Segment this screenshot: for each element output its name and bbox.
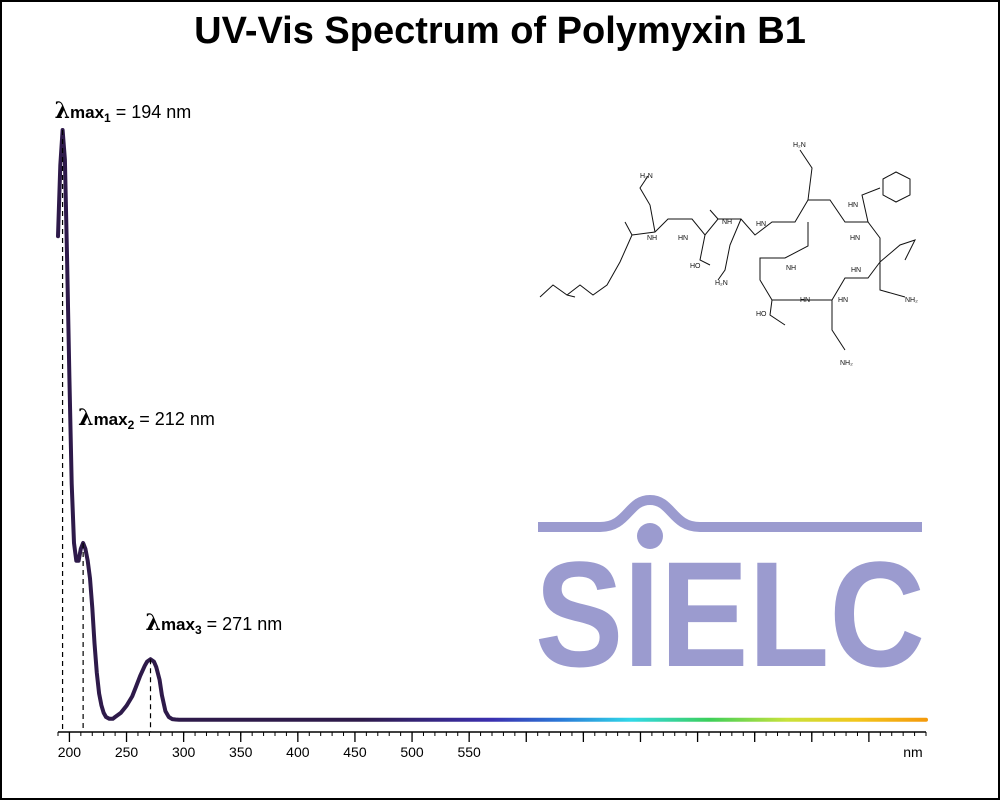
svg-text:NH: NH	[647, 235, 657, 242]
page-title: UV-Vis Spectrum of Polymyxin B1	[194, 10, 806, 52]
svg-text:HO: HO	[756, 311, 767, 318]
svg-text:HN: HN	[850, 235, 860, 242]
x-tick-label: 500	[400, 744, 424, 760]
x-axis-unit-label: nm	[903, 744, 922, 760]
svg-text:HN: HN	[678, 235, 688, 242]
x-tick-label: 300	[172, 744, 196, 760]
svg-text:NH₂: NH₂	[905, 297, 918, 304]
peak-label: λmax3 = 271 nm	[146, 610, 283, 637]
logo-text: SIELC	[535, 530, 925, 698]
x-tick-label: 200	[58, 744, 82, 760]
logo-wave	[538, 494, 922, 532]
spectrum-line	[56, 128, 928, 722]
svg-text:HN: HN	[800, 297, 810, 304]
sielc-logo: SIELC	[535, 494, 925, 698]
svg-text:HN: HN	[851, 267, 861, 274]
logo-dot	[637, 523, 663, 549]
svg-text:NH₂: NH₂	[840, 360, 853, 367]
svg-text:HO: HO	[690, 263, 701, 270]
svg-text:HN: HN	[838, 297, 848, 304]
x-tick-label: 550	[457, 744, 481, 760]
svg-text:HN: HN	[756, 221, 766, 228]
peak-label: λmax2 = 212 nm	[78, 405, 215, 432]
plot-area: 200 250 300 350 400 450 500 550 nm λmax1 = 194 nm λ…	[55, 98, 928, 760]
molecule-labels: H₂N H₂N NH HN NH HN HO H₂N NH HN HN HN N…	[640, 142, 918, 367]
x-tick-label: 450	[343, 744, 367, 760]
svg-text:HN: HN	[848, 202, 858, 209]
molecule-structure	[539, 149, 916, 351]
peak-label: λmax1 = 194 nm	[55, 98, 192, 125]
svg-text:H₂N: H₂N	[715, 280, 728, 287]
svg-text:NH: NH	[786, 265, 796, 272]
x-tick-label: 400	[286, 744, 310, 760]
svg-text:NH: NH	[722, 219, 732, 226]
svg-text:H₂N: H₂N	[640, 173, 653, 180]
x-tick-label: 350	[229, 744, 253, 760]
svg-text:H₂N: H₂N	[793, 142, 806, 149]
x-tick-label: 250	[115, 744, 139, 760]
